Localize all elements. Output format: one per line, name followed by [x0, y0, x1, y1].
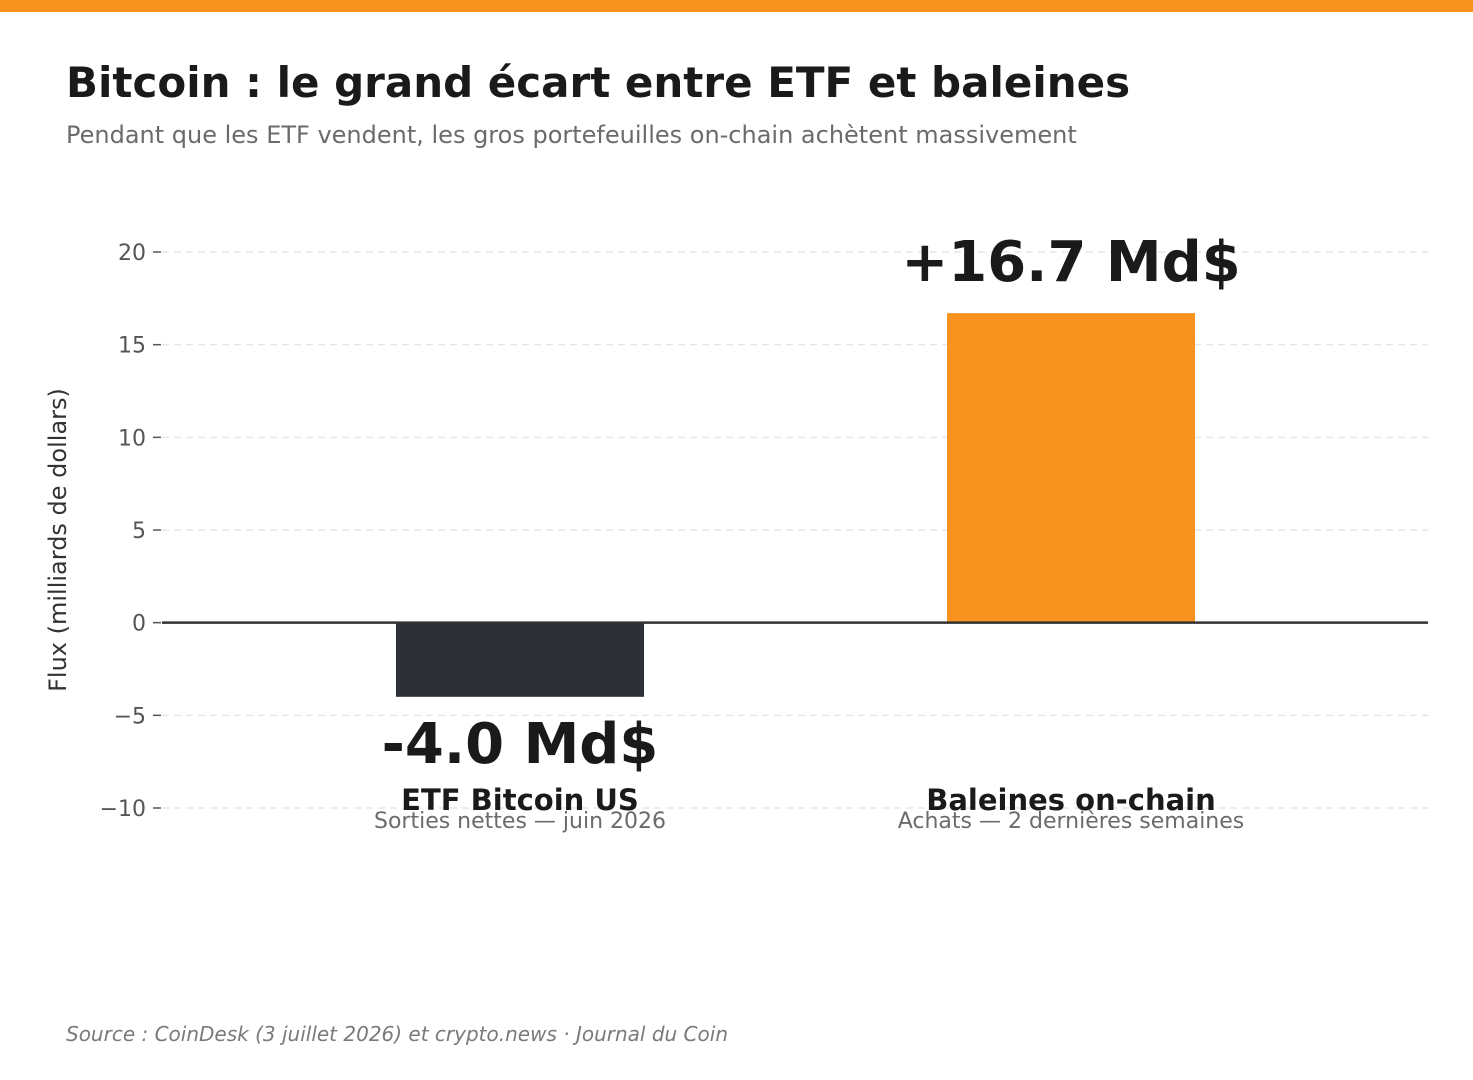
y-axis-title: Flux (milliards de dollars)	[44, 388, 72, 692]
chart-title: Bitcoin : le grand écart entre ETF et ba…	[66, 58, 1131, 107]
category-label-etf: ETF Bitcoin US	[401, 783, 639, 817]
bar-chart: −10 −5 0 5 10 15 20 Flux (milliards de dollars)…	[44, 230, 1428, 834]
y-tick-label: 20	[118, 241, 146, 266]
y-tick-label: −5	[114, 704, 146, 729]
bar-etf	[396, 622, 644, 697]
y-tick-label: −10	[100, 797, 146, 822]
category-subtitle-whales: Achats — 2 dernières semaines	[898, 809, 1245, 834]
category-subtitle-etf: Sorties nettes — juin 2026	[374, 809, 666, 834]
y-tick-label: 0	[132, 612, 146, 637]
value-label-whales: +16.7 Md$	[901, 230, 1240, 295]
bar-whales	[947, 313, 1195, 623]
value-label-etf: -4.0 Md$	[382, 712, 659, 777]
y-tick-label: 15	[118, 334, 146, 359]
chart-subtitle: Pendant que les ETF vendent, les gros po…	[66, 121, 1077, 149]
y-tick-label: 10	[118, 426, 146, 451]
top-accent-bar	[0, 0, 1473, 12]
category-label-whales: Baleines on-chain	[926, 783, 1216, 817]
source-note: Source : CoinDesk (3 juillet 2026) et cr…	[66, 1022, 728, 1046]
y-tick-label: 5	[132, 519, 146, 544]
